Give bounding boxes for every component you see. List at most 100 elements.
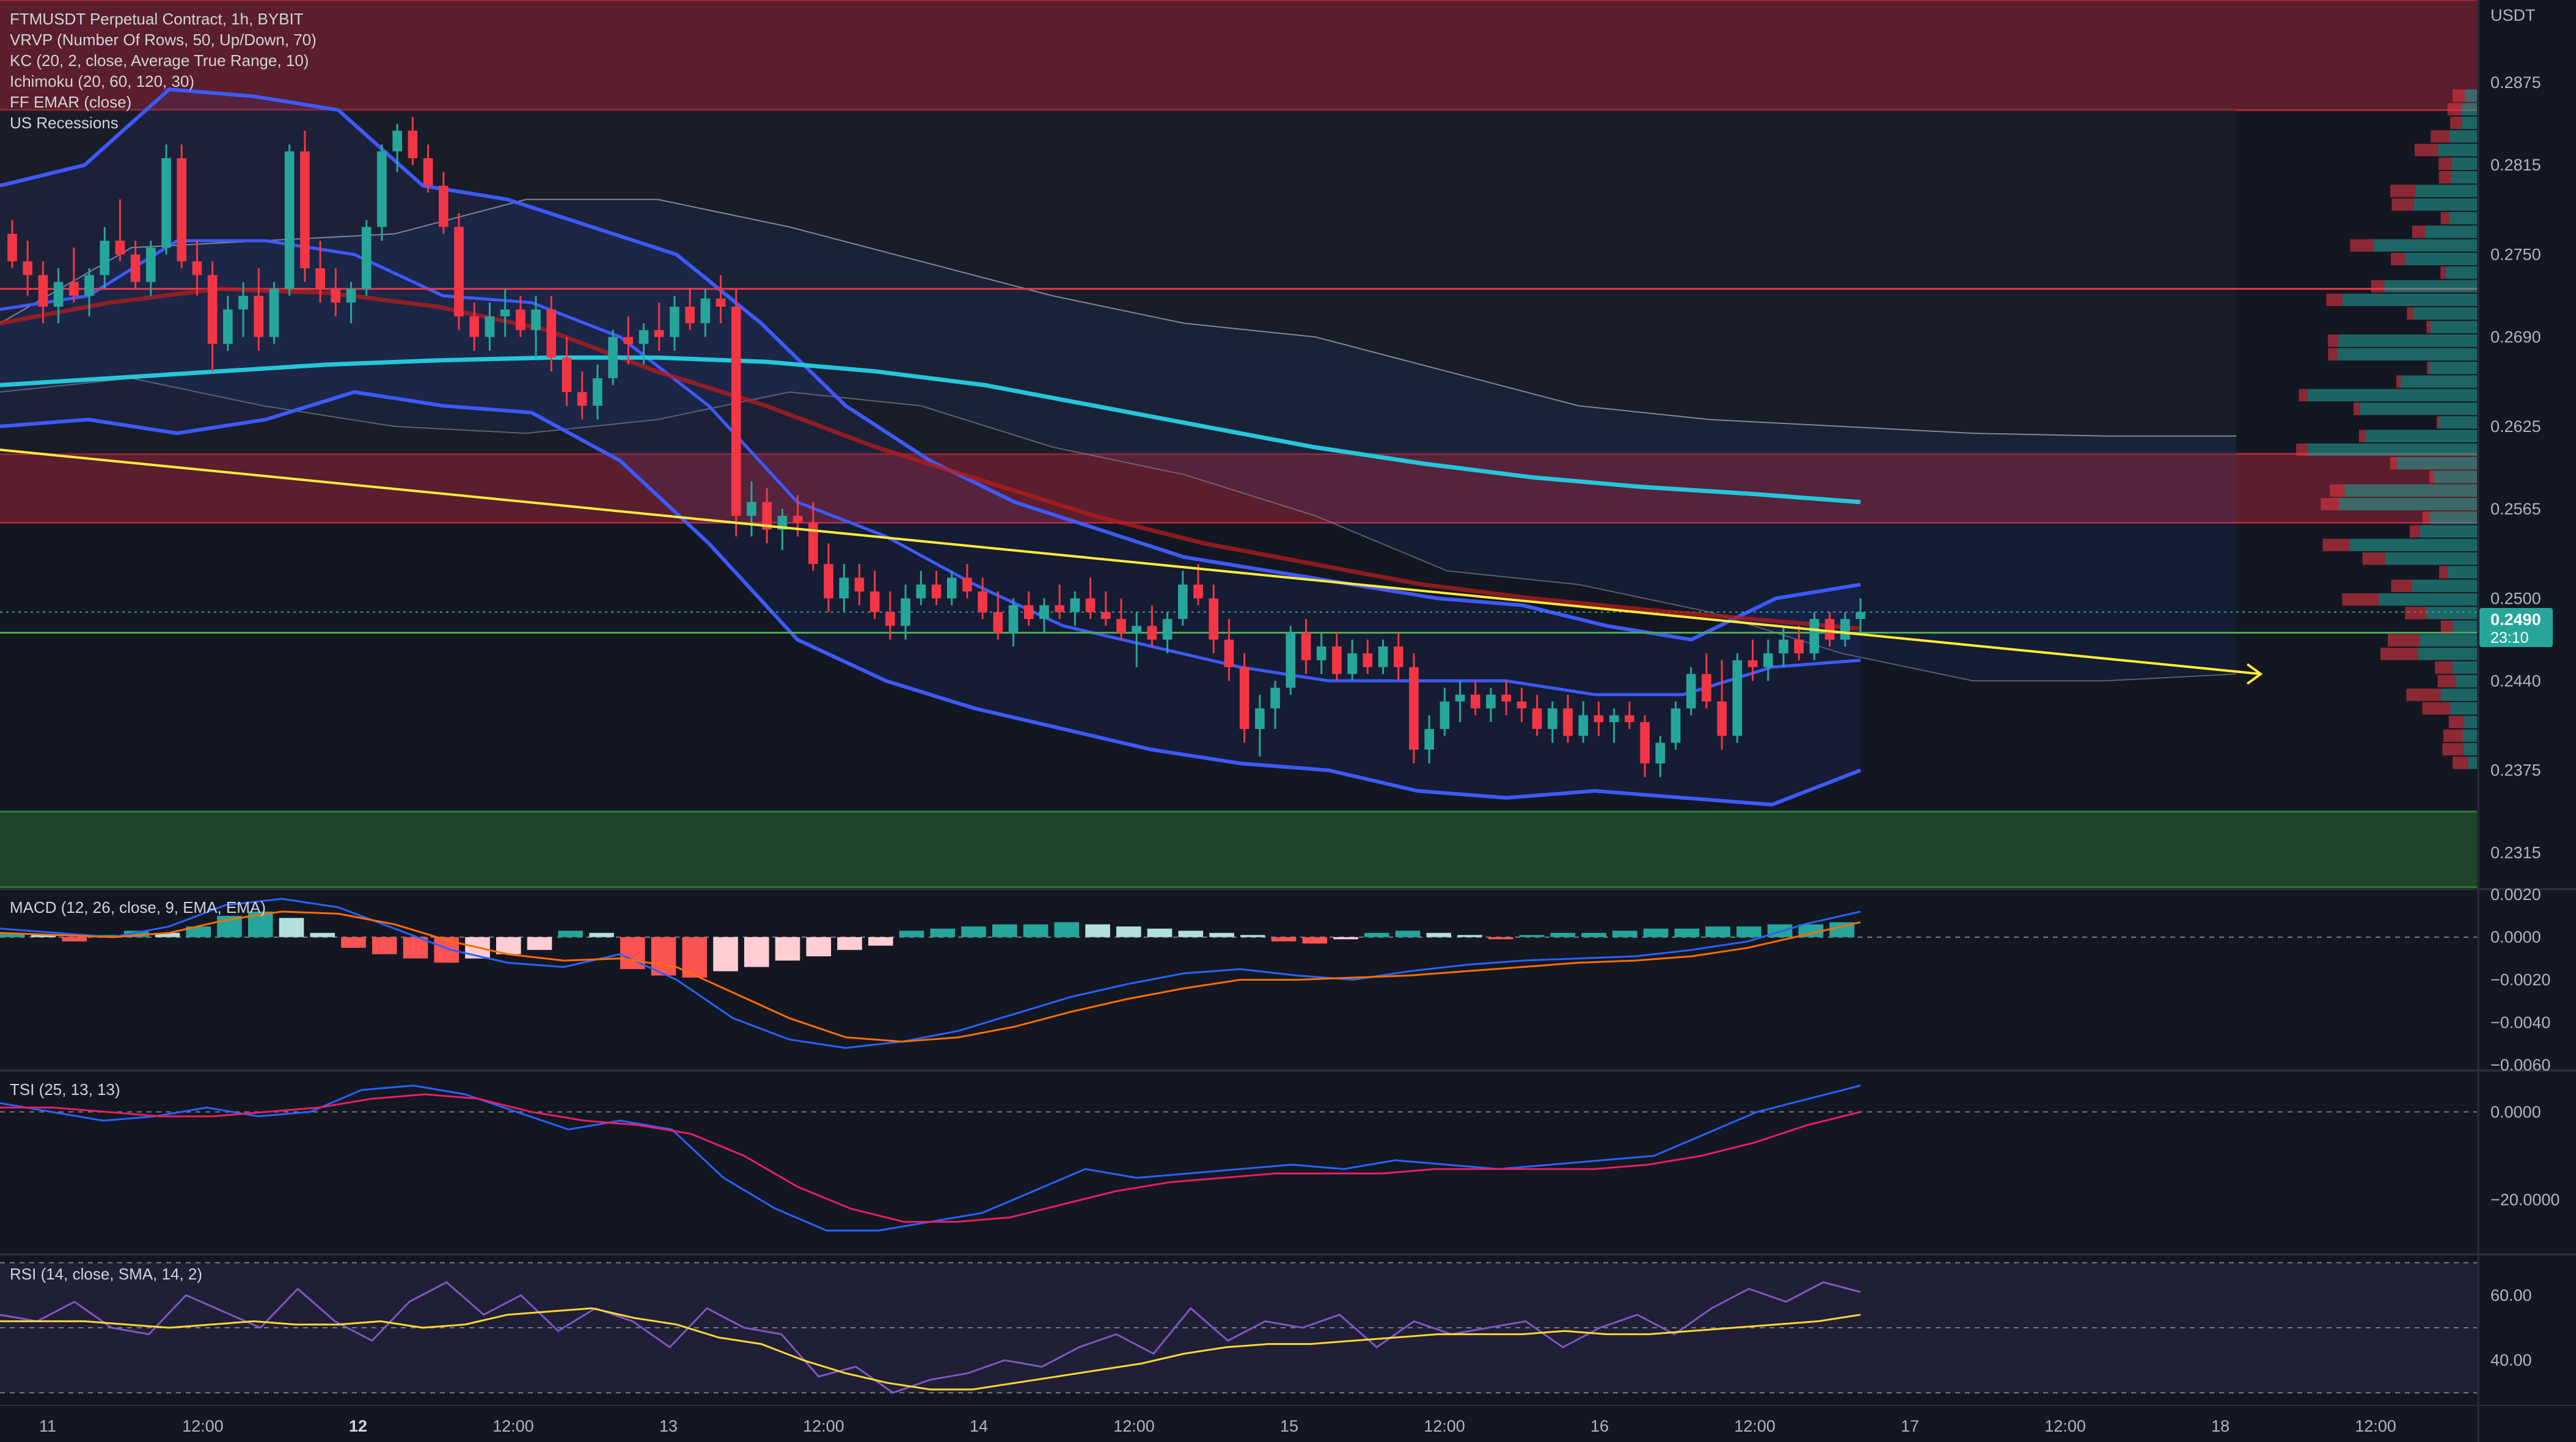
vrvp-down-row bbox=[2327, 334, 2339, 347]
candle-body bbox=[1424, 729, 1434, 750]
macd-histogram-bar bbox=[31, 935, 56, 937]
time-tick-label: 12 bbox=[349, 1417, 367, 1435]
candle-body bbox=[269, 288, 279, 337]
macd-histogram-bar bbox=[1488, 937, 1513, 940]
ichimoku-cloud bbox=[0, 199, 2237, 682]
candle-body bbox=[562, 357, 572, 392]
macd-histogram-bar bbox=[1550, 932, 1576, 937]
candle-body bbox=[361, 227, 371, 289]
vrvp-down-row bbox=[2442, 743, 2464, 756]
candle-body bbox=[408, 130, 418, 158]
vrvp-down-row bbox=[2409, 525, 2420, 538]
price-tick-label: 0.2625 bbox=[2490, 417, 2541, 436]
indicator-axes: 0.0020 0.0000 −0.0020 −0.0040 −0.0060 0.0000 −… bbox=[2490, 885, 2560, 1369]
candle-body bbox=[1763, 653, 1773, 667]
candle-body bbox=[1594, 715, 1604, 722]
candle-body bbox=[1363, 653, 1373, 667]
candle-body bbox=[284, 151, 295, 289]
vrvp-up-row bbox=[2445, 266, 2477, 279]
candle-body bbox=[38, 275, 48, 307]
trendline[interactable] bbox=[0, 448, 2263, 685]
vrvp-down-row bbox=[2391, 198, 2414, 211]
candle-body bbox=[238, 296, 248, 310]
candle-body bbox=[1532, 708, 1542, 730]
price-pane[interactable] bbox=[0, 0, 2477, 888]
vrvp-down-row bbox=[2435, 661, 2453, 674]
macd-histogram-bar bbox=[899, 931, 924, 937]
macd-histogram-bar bbox=[930, 928, 956, 937]
candle-body bbox=[1347, 653, 1357, 675]
macd-histogram-bar bbox=[1426, 932, 1452, 937]
countdown-timer: 23:10 bbox=[2490, 629, 2529, 646]
indicator-kc[interactable]: KC (20, 2, close, Average True Range, 10… bbox=[10, 51, 309, 70]
macd-tick-label: 0.0020 bbox=[2490, 885, 2541, 904]
rsi-title[interactable]: RSI (14, close, SMA, 14, 2) bbox=[10, 1265, 202, 1283]
indicator-ichimoku[interactable]: Ichimoku (20, 60, 120, 30) bbox=[10, 72, 194, 90]
horizontal-levels bbox=[0, 288, 2477, 634]
candle-body bbox=[1255, 708, 1265, 730]
time-tick-label: 12:00 bbox=[803, 1417, 844, 1435]
vrvp-down-row bbox=[2439, 157, 2452, 170]
macd-histogram-bar bbox=[1674, 928, 1700, 937]
macd-histogram-bar bbox=[1116, 926, 1141, 937]
vrvp-up-row bbox=[2413, 198, 2477, 211]
indicator-emar[interactable]: FF EMAR (close) bbox=[10, 93, 131, 111]
candle-body bbox=[254, 296, 264, 337]
candle-body bbox=[854, 577, 865, 591]
candle-body bbox=[1824, 619, 1835, 640]
vrvp-up-row bbox=[2418, 648, 2477, 661]
vrvp-up-row bbox=[2439, 416, 2477, 429]
candle-body bbox=[1779, 639, 1788, 654]
tsi-pane[interactable] bbox=[0, 1085, 2477, 1232]
macd-histogram-bar bbox=[403, 937, 428, 959]
macd-pane[interactable] bbox=[0, 898, 2477, 1049]
candle-body bbox=[1378, 646, 1388, 667]
trendline-arrow bbox=[2246, 663, 2263, 685]
macd-title[interactable]: MACD (12, 26, close, 9, EMA, EMA) bbox=[10, 898, 266, 917]
price-tick-label: 0.2690 bbox=[2490, 328, 2541, 346]
candle-body bbox=[1332, 646, 1342, 675]
candle-body bbox=[1486, 694, 1496, 709]
candle-body bbox=[1008, 605, 1019, 633]
vrvp-down-row bbox=[2422, 702, 2451, 715]
macd-histogram-bar bbox=[155, 932, 180, 937]
macd-histogram-bar bbox=[1705, 926, 1730, 937]
currency-label: USDT bbox=[2490, 6, 2536, 24]
time-tick-label: 16 bbox=[1590, 1417, 1609, 1435]
macd-histogram-bar bbox=[744, 937, 769, 967]
time-axis[interactable]: 11 12:00 12 12:00 13 12:00 14 12:00 15 12:00 16 12:… bbox=[0, 1405, 2576, 1435]
vrvp-up-row bbox=[2385, 552, 2477, 565]
zones bbox=[0, 0, 2477, 888]
vrvp-up-row bbox=[2430, 321, 2477, 334]
vrvp-up-row bbox=[2308, 443, 2477, 456]
candle-body bbox=[69, 282, 79, 296]
vrvp-down-row bbox=[2391, 579, 2412, 592]
vrvp-up-row bbox=[2453, 620, 2477, 633]
symbol-title[interactable]: FTMUSDT Perpetual Contract, 1h, BYBIT bbox=[10, 10, 304, 28]
candle-body bbox=[792, 516, 803, 523]
vrvp-down-row bbox=[2390, 185, 2415, 197]
candle-body bbox=[146, 247, 156, 282]
indicator-vrvp[interactable]: VRVP (Number Of Rows, 50, Up/Down, 70) bbox=[10, 31, 317, 49]
price-axis[interactable]: USDT 0.2875 0.2815 0.2750 0.2690 0.2625 0.256… bbox=[2479, 6, 2553, 862]
candle-body bbox=[300, 151, 310, 268]
candle-body bbox=[1055, 605, 1064, 612]
macd-histogram-bar bbox=[341, 937, 366, 948]
vrvp-down-row bbox=[2326, 293, 2343, 306]
candle-body bbox=[546, 309, 557, 358]
vrvp-up-row bbox=[2462, 116, 2477, 130]
candle-body bbox=[577, 392, 587, 406]
macd-histogram-bar bbox=[713, 937, 738, 972]
candle-body bbox=[377, 151, 387, 227]
candle-body bbox=[747, 502, 756, 516]
ichimoku-span-a bbox=[0, 199, 2236, 437]
vrvp-down-row bbox=[2447, 103, 2462, 115]
current-price-value: 0.2490 bbox=[2490, 610, 2541, 629]
kc-lower bbox=[0, 390, 1862, 807]
candle-body bbox=[1625, 715, 1634, 722]
candle-body bbox=[1563, 708, 1573, 736]
rsi-pane[interactable] bbox=[0, 1262, 2477, 1394]
indicator-recessions[interactable]: US Recessions bbox=[10, 114, 119, 132]
tsi-title[interactable]: TSI (25, 13, 13) bbox=[10, 1080, 120, 1099]
candle-body bbox=[439, 185, 448, 227]
